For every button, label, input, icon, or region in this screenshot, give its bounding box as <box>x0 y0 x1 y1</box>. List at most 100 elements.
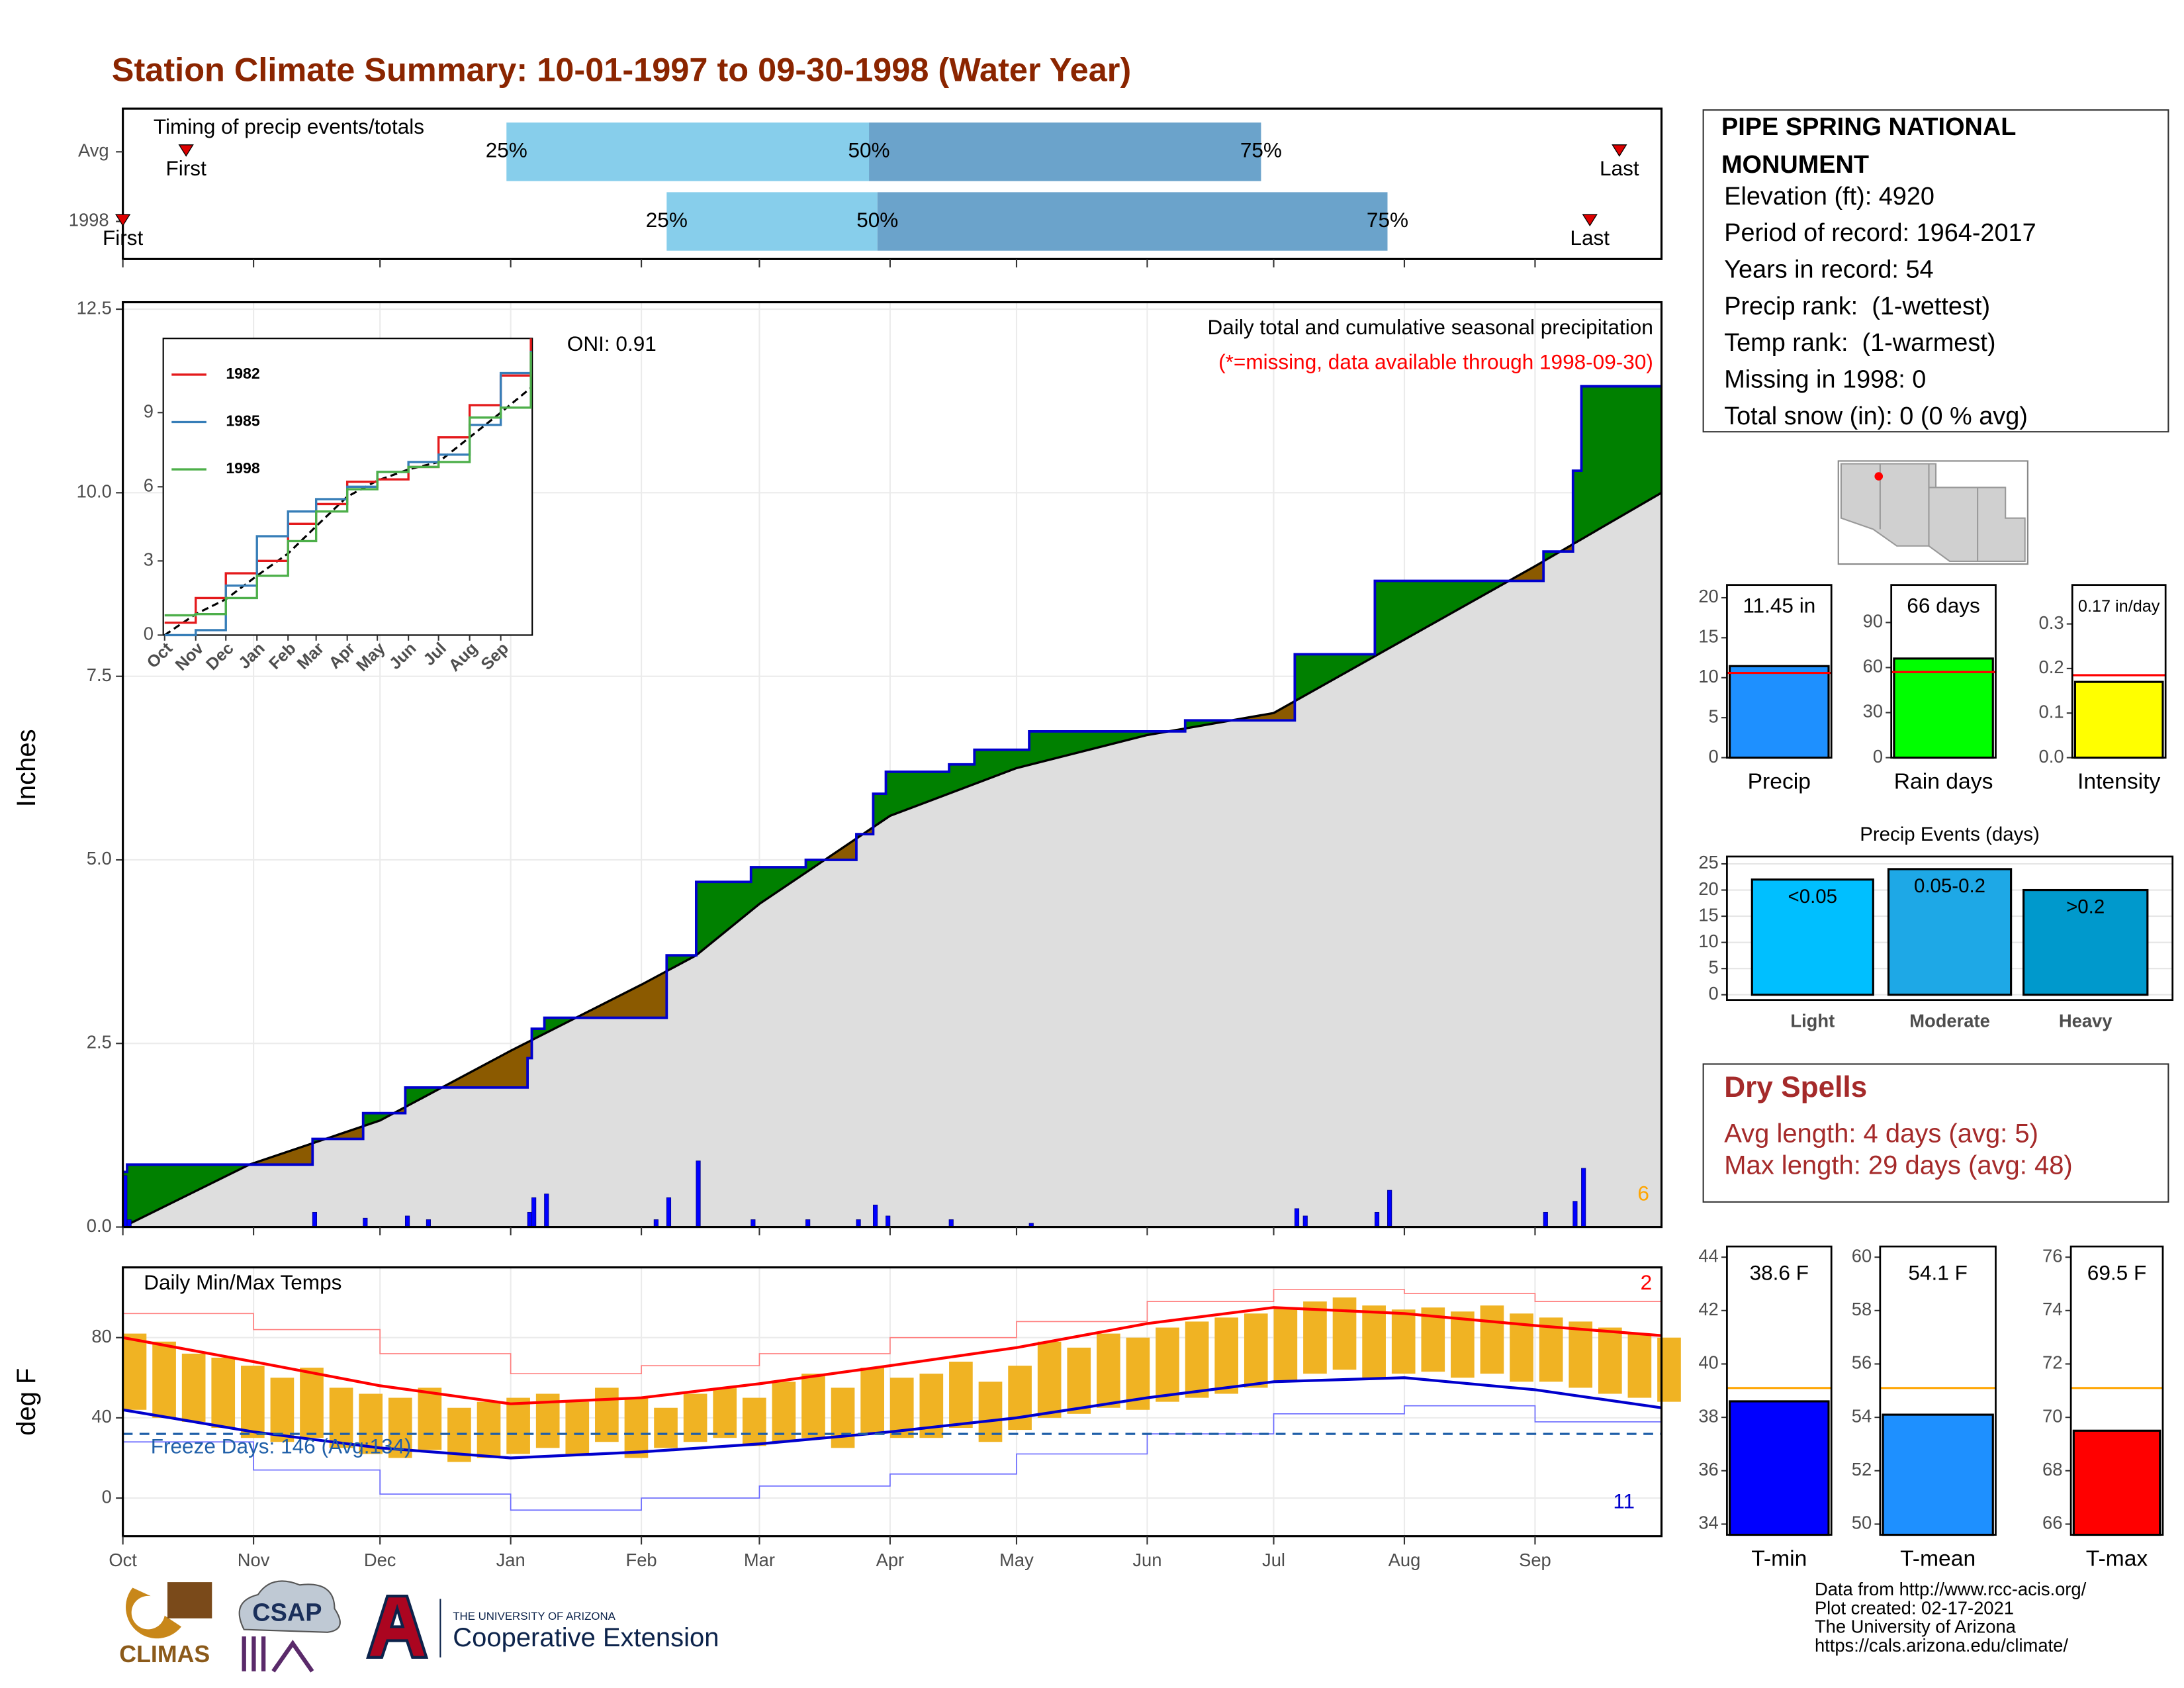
mini-bar <box>1893 657 1994 759</box>
category-label: Precip <box>1748 769 1811 794</box>
timing-marker-label: First <box>103 226 144 250</box>
bin-label: <0.05 <box>1788 886 1838 908</box>
daily-precip-bar <box>126 1219 132 1228</box>
daily-precip-bar <box>404 1215 410 1228</box>
ua-extension: Cooperative Extension <box>453 1623 719 1652</box>
quartile-label: 75% <box>1240 138 1282 162</box>
mini-y-tick-label: 72 <box>2042 1352 2062 1373</box>
daily-temp-bar <box>1037 1341 1062 1418</box>
daily-temp-bar <box>240 1366 265 1438</box>
precip-frame <box>122 301 1663 1229</box>
map-border <box>1879 463 2006 561</box>
station-location <box>1874 472 1884 481</box>
mini-y-tick-label: 15 <box>1698 626 1718 647</box>
daily-temp-bar <box>270 1378 295 1442</box>
mini-y-tick-label: 54 <box>1852 1405 1872 1426</box>
mini-frame <box>1879 1245 1997 1536</box>
category-label: Rain days <box>1894 769 1993 794</box>
daily-precip-bar <box>751 1219 756 1228</box>
climas-text: CLIMAS <box>119 1641 210 1667</box>
daily-temp-bar <box>152 1341 176 1418</box>
daily-temp-bar <box>300 1368 324 1438</box>
mini-y-tick-label: 52 <box>1852 1459 1872 1479</box>
mini-bar <box>2072 1429 2161 1536</box>
mini-y-tick-label: 38 <box>1698 1405 1718 1426</box>
credit-line: The University of Arizona <box>1815 1617 2017 1637</box>
mini-y-tick-label: 10 <box>1698 931 1718 951</box>
daily-precip-bar <box>1374 1211 1380 1228</box>
logos: CLIMAS CSAP THE UNIVERSITY OF ARIZONA Co… <box>119 1580 719 1673</box>
value-label: 38.6 F <box>1750 1260 1809 1284</box>
daily-temp-bar <box>860 1368 884 1434</box>
daily-temp-bar <box>1451 1311 1475 1378</box>
map <box>1837 460 2028 565</box>
daily-precip-bar <box>531 1197 537 1228</box>
mini-y-tick-label: 0.3 <box>2039 612 2064 633</box>
x-tick-label: Feb <box>626 1550 657 1570</box>
timing-marker <box>178 144 194 157</box>
daily-temp-bar <box>1362 1305 1386 1378</box>
quartile-label: 50% <box>856 208 898 232</box>
daily-precip-bar <box>1294 1208 1300 1228</box>
daily-temp-bar <box>1067 1347 1091 1414</box>
ua-logo <box>366 1595 429 1659</box>
daily-precip-bar <box>856 1219 861 1228</box>
daily-temp-bar <box>654 1407 678 1448</box>
category-label: T-max <box>2086 1546 2148 1571</box>
x-tick-label: Jan <box>496 1550 525 1570</box>
daily-temp-bar <box>1569 1321 1593 1388</box>
x-tick-label: Jun <box>1132 1550 1161 1570</box>
climas-logo-block <box>167 1582 212 1618</box>
daily-precip-bar <box>426 1219 431 1228</box>
x-tick-label: Nov <box>238 1550 270 1570</box>
station-line: Years in record: 54 <box>1724 256 1933 283</box>
daily-temp-bar <box>772 1382 796 1442</box>
daily-temp-bar <box>418 1387 442 1450</box>
category-label: Light <box>1790 1011 1835 1031</box>
y-tick-label: 80 <box>91 1326 111 1346</box>
daily-temp-bar <box>624 1397 649 1458</box>
daily-precip-bar <box>1572 1201 1578 1228</box>
daily-precip-bar <box>948 1219 954 1228</box>
average-base-area <box>122 492 1662 1227</box>
category-label: Intensity <box>2077 769 2161 794</box>
daily-temp-bar <box>1598 1327 1622 1394</box>
daily-precip-bar <box>527 1211 532 1228</box>
quartile-label: 25% <box>486 138 527 162</box>
y-tick-label: 2.5 <box>87 1032 112 1053</box>
y-axis-label: Inches <box>12 729 41 807</box>
daily-precip-bar <box>696 1160 701 1228</box>
mini-y-tick-label: 0 <box>1873 746 1883 767</box>
mini-frame <box>2070 1245 2164 1536</box>
daily-precip-bar <box>312 1211 318 1228</box>
mini-title: Precip Events (days) <box>1860 823 2040 845</box>
dry-spells-title: Dry Spells <box>1724 1071 1867 1103</box>
record-low-count: 11 <box>1613 1489 1635 1513</box>
mini-y-tick-label: 10 <box>1698 666 1718 686</box>
daily-temp-bar <box>801 1374 825 1438</box>
timing-title: Timing of precip events/totals <box>154 115 424 138</box>
mini-frame <box>1726 1245 1833 1536</box>
daily-precip-bar <box>666 1197 672 1228</box>
record-max-line <box>122 1289 1662 1375</box>
timing-marker-label: Last <box>1570 226 1610 250</box>
mini-y-tick-label: 68 <box>2042 1459 2062 1479</box>
mini-y-tick-label: 0 <box>1709 746 1719 767</box>
y-tick-label: 10.0 <box>77 481 112 502</box>
mini-y-tick-label: 74 <box>2042 1299 2062 1319</box>
mini-y-tick-label: 70 <box>2042 1405 2062 1426</box>
station-line: Precip rank: (1-wettest) <box>1724 293 1990 320</box>
daily-temp-bar <box>211 1357 236 1429</box>
category-label: Moderate <box>1909 1011 1990 1031</box>
timing-marker <box>114 214 131 227</box>
mini-y-tick-label: 90 <box>1863 611 1883 632</box>
x-tick-label: Aug <box>1388 1550 1421 1570</box>
mini-y-tick-label: 66 <box>2042 1513 2062 1533</box>
credit-line: Plot created: 02-17-2021 <box>1815 1597 2014 1618</box>
timing-marker-label: Last <box>1600 156 1639 180</box>
mini-bar <box>1887 868 2013 996</box>
daily-precip-bar <box>1387 1190 1392 1228</box>
mini-y-tick-label: 36 <box>1698 1459 1718 1479</box>
daily-precip-bar <box>1543 1211 1548 1228</box>
inset-y-tick-label: 3 <box>144 549 154 570</box>
